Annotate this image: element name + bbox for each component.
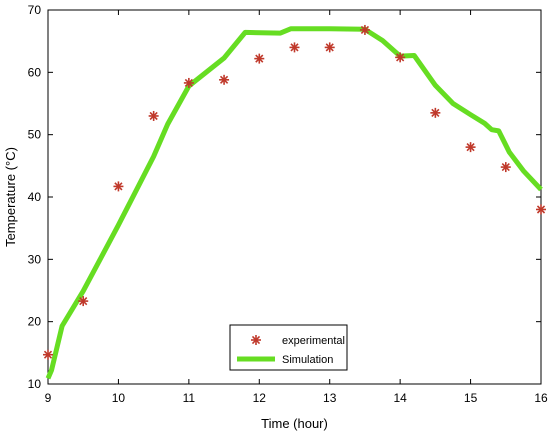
x-tick-label: 13 xyxy=(323,391,337,405)
data-point-experimental xyxy=(113,181,124,192)
data-point-experimental xyxy=(78,296,89,307)
y-tick-label: 20 xyxy=(28,315,42,329)
x-tick-label: 11 xyxy=(183,391,196,405)
data-point-experimental xyxy=(219,74,230,85)
x-tick-label: 12 xyxy=(253,391,267,405)
data-point-experimental xyxy=(254,53,265,64)
data-point-experimental xyxy=(536,204,546,215)
data-point-experimental xyxy=(289,42,300,53)
y-tick-label: 50 xyxy=(28,128,42,142)
x-tick-label: 10 xyxy=(112,391,126,405)
data-point-experimental xyxy=(183,77,194,88)
legend-box xyxy=(229,324,348,371)
x-tick-label: 16 xyxy=(534,391,548,405)
data-point-experimental xyxy=(465,142,476,153)
data-point-experimental xyxy=(500,162,511,173)
y-tick-label: 40 xyxy=(28,190,42,204)
y-tick-label: 30 xyxy=(28,252,42,266)
y-tick-label: 60 xyxy=(28,65,42,79)
data-point-experimental xyxy=(430,107,441,118)
y-axis-label: Temperature (°C) xyxy=(3,147,18,247)
x-tick-label: 9 xyxy=(45,391,52,405)
data-point-experimental xyxy=(359,24,370,35)
series-line-simulation xyxy=(45,26,543,380)
data-point-experimental xyxy=(324,42,335,53)
x-tick-label: 15 xyxy=(464,391,478,405)
legend-asterisk-icon xyxy=(251,335,261,345)
data-point-experimental xyxy=(395,52,406,63)
y-tick-label: 70 xyxy=(28,3,42,17)
y-tick-label: 10 xyxy=(28,377,42,391)
data-point-experimental xyxy=(43,349,53,360)
data-point-experimental xyxy=(148,110,159,121)
x-tick-label: 14 xyxy=(393,391,407,405)
x-axis-label: Time (hour) xyxy=(261,416,328,431)
legend-label-experimental: experimental xyxy=(282,335,345,347)
legend-label-simulation: Simulation xyxy=(282,354,333,366)
legend: experimental Simulation xyxy=(229,324,348,371)
legend-marker-experimental xyxy=(251,335,261,345)
series-layer xyxy=(43,24,546,380)
